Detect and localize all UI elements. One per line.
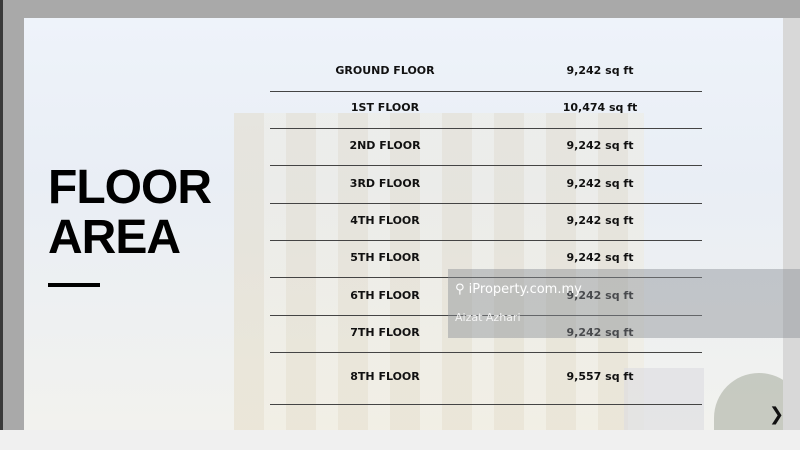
watermark-author: Aizat Azhari <box>455 311 521 324</box>
floor-row: 8TH FLOOR 9,557 sq ft <box>270 370 702 390</box>
floor-area: 9,242 sq ft <box>566 289 634 302</box>
row-divider <box>270 165 702 166</box>
row-divider <box>270 352 702 353</box>
row-divider <box>270 404 702 405</box>
floor-row: GROUND FLOOR 9,242 sq ft <box>270 64 702 84</box>
floor-name: GROUND FLOOR <box>335 64 435 77</box>
floor-row: 1ST FLOOR 10,474 sq ft <box>270 101 702 121</box>
floor-area: 9,557 sq ft <box>566 370 634 383</box>
floor-area: 9,242 sq ft <box>566 214 634 227</box>
right-margin <box>783 18 800 430</box>
floor-name: 4TH FLOOR <box>350 214 420 227</box>
title-underline <box>48 283 100 287</box>
double-chevron-right-icon[interactable]: ❯❯ <box>769 404 783 425</box>
floor-row: 2ND FLOOR 9,242 sq ft <box>270 139 702 159</box>
floor-area: 9,242 sq ft <box>566 64 634 77</box>
title-line-1: FLOOR <box>48 161 212 214</box>
floor-name: 7TH FLOOR <box>350 326 420 339</box>
floor-name: 1ST FLOOR <box>350 101 420 114</box>
row-divider <box>270 315 702 316</box>
floor-name: 6TH FLOOR <box>350 289 420 302</box>
floor-row: 5TH FLOOR 9,242 sq ft <box>270 251 702 271</box>
floor-name: 8TH FLOOR <box>350 370 420 383</box>
title-line-2: AREA <box>48 211 181 264</box>
slide-title: FLOOR AREA <box>48 161 212 264</box>
floor-row: 3RD FLOOR 9,242 sq ft <box>270 177 702 197</box>
floor-row: 7TH FLOOR 9,242 sq ft <box>270 326 702 346</box>
location-pin-icon: ⚲ <box>455 282 465 297</box>
floor-area: 9,242 sq ft <box>566 326 634 339</box>
floor-row: 4TH FLOOR 9,242 sq ft <box>270 214 702 234</box>
top-bar <box>0 0 800 18</box>
watermark-site: ⚲ iProperty.com.my <box>455 282 582 297</box>
floor-area: 9,242 sq ft <box>566 177 634 190</box>
floor-name: 2ND FLOOR <box>349 139 421 152</box>
floor-name: 3RD FLOOR <box>349 177 421 190</box>
row-divider <box>270 203 702 204</box>
floor-area: 9,242 sq ft <box>566 251 634 264</box>
left-edge <box>0 0 3 430</box>
floor-row: 6TH FLOOR 9,242 sq ft <box>270 289 702 309</box>
row-divider <box>270 240 702 241</box>
row-divider <box>270 277 702 278</box>
floor-area: 10,474 sq ft <box>562 101 638 114</box>
row-divider <box>270 91 702 92</box>
side-building <box>624 368 704 430</box>
floor-area: 9,242 sq ft <box>566 139 634 152</box>
floor-name: 5TH FLOOR <box>350 251 420 264</box>
left-margin <box>3 18 24 430</box>
watermark-site-text: iProperty.com.my <box>468 282 582 297</box>
watermark-box <box>448 269 800 338</box>
row-divider <box>270 128 702 129</box>
slide: FLOOR AREA GROUND FLOOR 9,242 sq ft 1ST FLO… <box>24 18 783 430</box>
